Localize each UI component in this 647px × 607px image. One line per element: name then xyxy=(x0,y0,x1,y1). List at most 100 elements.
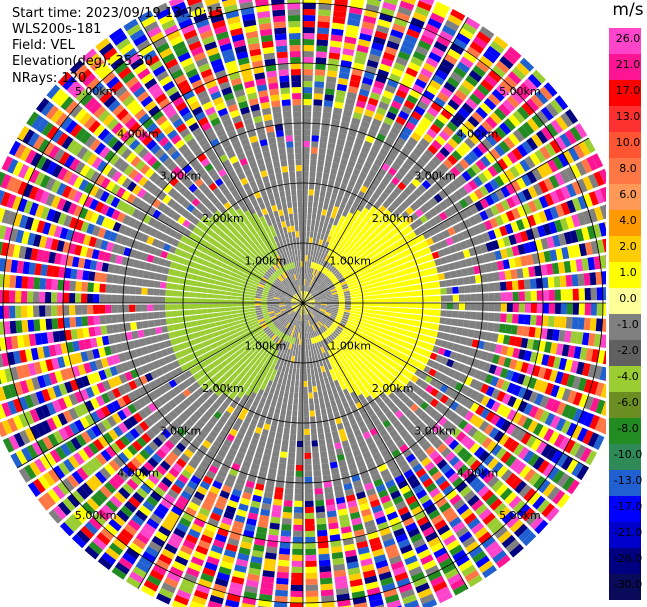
velocity-gate xyxy=(318,147,326,155)
velocity-gate xyxy=(320,295,327,299)
velocity-gate xyxy=(350,308,357,311)
velocity-gate xyxy=(190,320,198,327)
velocity-gate xyxy=(486,352,495,363)
velocity-gate xyxy=(182,297,190,303)
velocity-gate xyxy=(398,297,405,303)
velocity-gate xyxy=(334,95,345,104)
velocity-gate xyxy=(367,219,375,227)
velocity-gate xyxy=(345,303,352,306)
velocity-gate xyxy=(421,356,430,365)
velocity-gate xyxy=(280,445,288,453)
velocity-gate xyxy=(338,228,345,236)
velocity-gate xyxy=(345,256,352,263)
velocity-gate xyxy=(255,307,262,311)
velocity-gate xyxy=(385,264,393,270)
velocity-gate xyxy=(360,318,367,323)
velocity-gate xyxy=(469,378,479,389)
velocity-gate xyxy=(479,185,489,197)
velocity-gate xyxy=(498,271,506,281)
velocity-gate xyxy=(305,243,309,250)
velocity-gate xyxy=(571,462,584,477)
velocity-gate xyxy=(319,320,325,326)
velocity-gate xyxy=(299,338,302,345)
velocity-gate xyxy=(409,89,421,100)
velocity-gate xyxy=(486,45,501,59)
velocity-gate xyxy=(448,205,458,215)
velocity-gate xyxy=(433,214,443,224)
velocity-gate xyxy=(314,482,323,489)
velocity-gate xyxy=(396,214,405,223)
velocity-gate xyxy=(243,306,250,310)
velocity-gate xyxy=(303,38,315,46)
velocity-gate xyxy=(87,293,94,303)
velocity-gate xyxy=(492,161,503,174)
velocity-gate xyxy=(567,345,576,358)
velocity-gate xyxy=(470,311,477,320)
velocity-gate xyxy=(518,446,530,460)
velocity-gate xyxy=(453,415,464,427)
velocity-gate xyxy=(355,225,363,233)
velocity-gate xyxy=(545,506,560,522)
velocity-gate xyxy=(443,219,452,229)
velocity-gate xyxy=(379,148,389,157)
velocity-gate xyxy=(494,344,503,354)
velocity-gate xyxy=(189,309,196,315)
velocity-gate xyxy=(317,208,323,215)
velocity-gate xyxy=(395,12,410,22)
velocity-gate xyxy=(363,140,373,149)
velocity-gate xyxy=(426,128,438,139)
velocity-gate xyxy=(332,306,339,309)
velocity-gate xyxy=(9,305,16,319)
velocity-gate xyxy=(436,35,451,47)
velocity-gate xyxy=(225,311,232,316)
velocity-gate xyxy=(307,295,313,300)
velocity-gate xyxy=(424,211,433,221)
velocity-gate xyxy=(407,343,415,351)
velocity-gate xyxy=(273,492,283,500)
velocity-gate xyxy=(359,345,367,352)
velocity-gate xyxy=(511,245,520,257)
velocity-gate xyxy=(433,118,445,130)
velocity-gate xyxy=(563,260,572,273)
velocity-gate xyxy=(384,137,395,147)
velocity-gate xyxy=(445,318,453,326)
velocity-gate xyxy=(337,132,347,141)
velocity-gate xyxy=(485,332,493,342)
velocity-gate xyxy=(477,360,486,371)
velocity-gate xyxy=(405,371,414,380)
velocity-gate xyxy=(177,310,184,317)
velocity-gate xyxy=(570,331,578,344)
velocity-gate xyxy=(320,130,329,137)
velocity-gate xyxy=(434,338,443,347)
velocity-gate xyxy=(348,270,355,276)
velocity-gate xyxy=(323,100,333,108)
velocity-gate xyxy=(403,187,413,196)
velocity-gate xyxy=(422,303,430,309)
velocity-gate xyxy=(343,313,350,318)
velocity-gate xyxy=(536,165,548,179)
velocity-gate xyxy=(308,303,315,306)
velocity-gate xyxy=(588,191,599,206)
velocity-gate xyxy=(526,118,540,132)
velocity-gate xyxy=(550,119,564,134)
velocity-gate xyxy=(392,298,399,303)
velocity-gate xyxy=(443,271,451,280)
velocity-gate xyxy=(566,459,579,474)
velocity-gate xyxy=(371,321,379,327)
velocity-gate xyxy=(396,205,405,214)
velocity-gate xyxy=(464,285,471,293)
velocity-gate xyxy=(309,183,315,190)
velocity-gate xyxy=(308,304,315,307)
velocity-gate xyxy=(368,246,376,253)
velocity-gate xyxy=(516,205,527,218)
velocity-gate xyxy=(554,219,564,233)
velocity-gate xyxy=(447,262,456,271)
velocity-gate xyxy=(525,98,539,112)
velocity-gate xyxy=(555,188,566,202)
velocity-gate xyxy=(153,311,160,319)
velocity-gate xyxy=(314,226,319,233)
velocity-gate xyxy=(427,282,435,289)
velocity-gate xyxy=(544,412,556,426)
velocity-gate xyxy=(285,476,294,483)
velocity-gate xyxy=(550,384,560,398)
